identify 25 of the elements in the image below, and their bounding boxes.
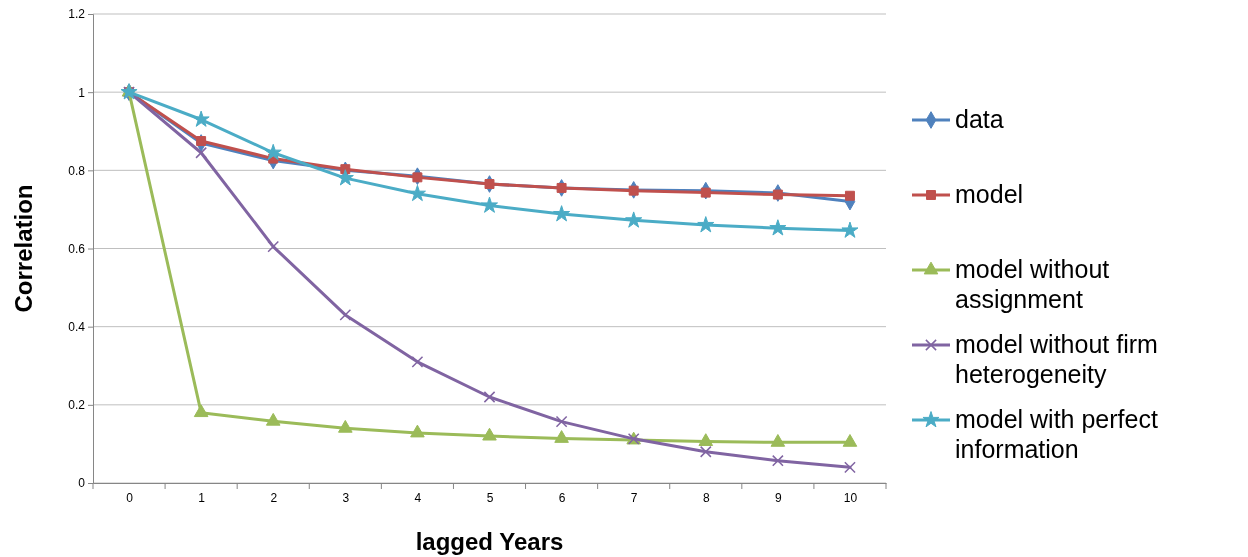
y-tick-label: 1 [78, 85, 86, 100]
x-tick-label: 7 [630, 490, 638, 505]
x-tick-label: 2 [270, 490, 278, 505]
x-tick-label: 4 [414, 490, 422, 505]
legend-label: model without assignment [955, 255, 1110, 313]
legend-label: data [955, 105, 1004, 133]
legend-label: model [955, 180, 1024, 208]
legend-label: model with perfect information [955, 405, 1158, 463]
legend-label: model without firm heterogeneity [955, 330, 1158, 388]
x-tick-label: 8 [702, 490, 710, 505]
x-tick-label: 3 [342, 490, 350, 505]
y-tick-label: 0.4 [68, 320, 86, 335]
x-tick-label: 0 [126, 490, 134, 505]
x-tick-label: 9 [775, 490, 783, 505]
x-tick-label: 1 [198, 490, 206, 505]
y-axis-title: Correlation [10, 184, 37, 313]
x-axis-title: lagged Years [415, 528, 564, 555]
x-tick-label: 6 [558, 490, 566, 505]
x-tick-label: 10 [843, 490, 858, 505]
x-tick-label: 5 [486, 490, 494, 505]
y-tick-label: 0 [78, 476, 86, 491]
y-tick-label: 0.8 [68, 163, 86, 178]
y-tick-label: 1.2 [68, 7, 86, 22]
y-tick-label: 0.6 [68, 241, 86, 256]
y-tick-label: 0.2 [68, 398, 86, 413]
